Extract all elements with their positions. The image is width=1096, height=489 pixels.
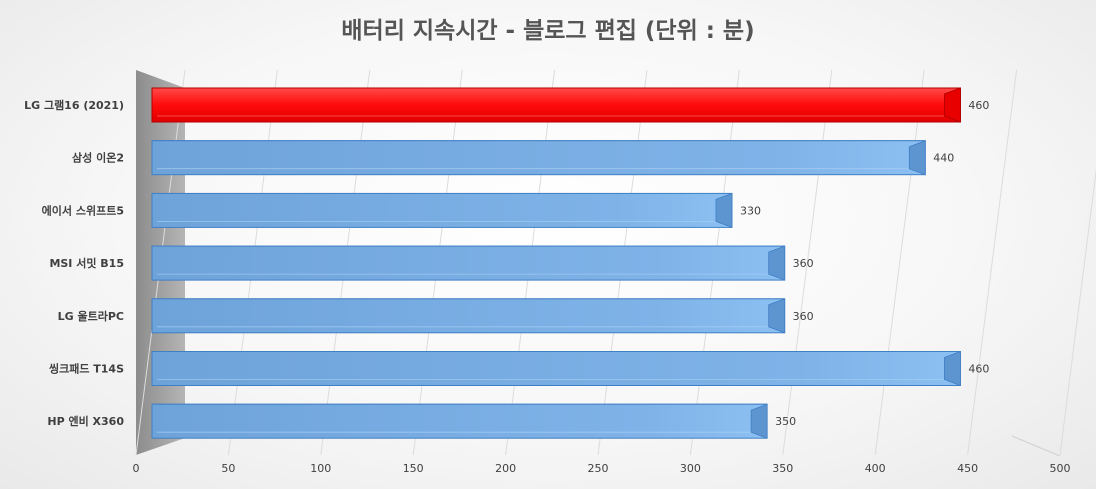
category-label: HP 엔비 X360 xyxy=(47,414,124,428)
x-tick-label: 50 xyxy=(221,462,235,475)
bar xyxy=(151,350,961,387)
bar-end-cap xyxy=(944,350,961,387)
bar xyxy=(151,87,961,123)
x-tick-label: 350 xyxy=(772,462,793,475)
category-labels: LG 그램16 (2021) 삼성 이온2 에이서 스위프트5 MSI 서밋 B15 L… xyxy=(24,98,124,428)
bar xyxy=(151,192,733,228)
x-tick-label: 500 xyxy=(1050,462,1071,475)
chart-title: 배터리 지속시간 - 블로그 편집 (단위 : 분) xyxy=(341,18,754,44)
x-tick-label: 150 xyxy=(403,462,424,475)
bar xyxy=(151,140,926,176)
data-labels: 460 440 330 360 360 460 350 xyxy=(740,99,989,428)
x-tick-label: 200 xyxy=(495,462,516,475)
data-label: 350 xyxy=(775,415,796,428)
x-tick-label: 400 xyxy=(865,462,886,475)
bar-end-cap xyxy=(768,245,786,281)
bar-end-cap xyxy=(768,298,786,334)
bar-front-face xyxy=(151,87,961,123)
x-tick-label: 450 xyxy=(957,462,978,475)
floor-edge xyxy=(1011,435,1061,457)
bar xyxy=(151,245,786,281)
data-label: 330 xyxy=(740,204,761,217)
category-label: 씽크패드 T14S xyxy=(49,362,124,376)
data-label: 360 xyxy=(793,257,814,270)
bar-front-face xyxy=(151,298,786,334)
gridline xyxy=(782,69,833,456)
bar xyxy=(151,403,768,439)
bar-front-face xyxy=(151,192,733,228)
category-label: 삼성 이온2 xyxy=(72,151,124,165)
gridline xyxy=(967,69,1018,456)
x-axis-ticks: 0 50 100 150 200 250 300 350 400 450 500 xyxy=(133,462,1071,475)
bar-front-face xyxy=(151,140,926,176)
bars xyxy=(151,87,961,439)
gridline xyxy=(874,69,925,456)
bar-end-cap xyxy=(750,403,768,439)
x-tick-label: 250 xyxy=(588,462,609,475)
data-label: 440 xyxy=(933,152,954,165)
x-tick-label: 100 xyxy=(310,462,331,475)
category-label: 에이서 스위프트5 xyxy=(42,203,124,217)
x-tick-label: 0 xyxy=(133,462,140,475)
category-label: MSI 서밋 B15 xyxy=(49,256,124,270)
x-tick-label: 300 xyxy=(680,462,701,475)
category-label: LG 그램16 (2021) xyxy=(24,98,124,112)
bar-end-cap xyxy=(944,87,961,123)
category-label: LG 울트라PC xyxy=(58,309,124,323)
bar xyxy=(151,298,786,334)
bar-end-cap xyxy=(908,140,926,176)
bar-end-cap xyxy=(715,192,733,228)
gridline xyxy=(1059,168,1096,456)
data-label: 460 xyxy=(968,363,989,376)
data-label: 460 xyxy=(968,99,989,112)
bar-front-face xyxy=(151,351,961,386)
data-label: 360 xyxy=(793,310,814,323)
bar-front-face xyxy=(151,245,786,281)
bar-front-face xyxy=(151,403,768,439)
